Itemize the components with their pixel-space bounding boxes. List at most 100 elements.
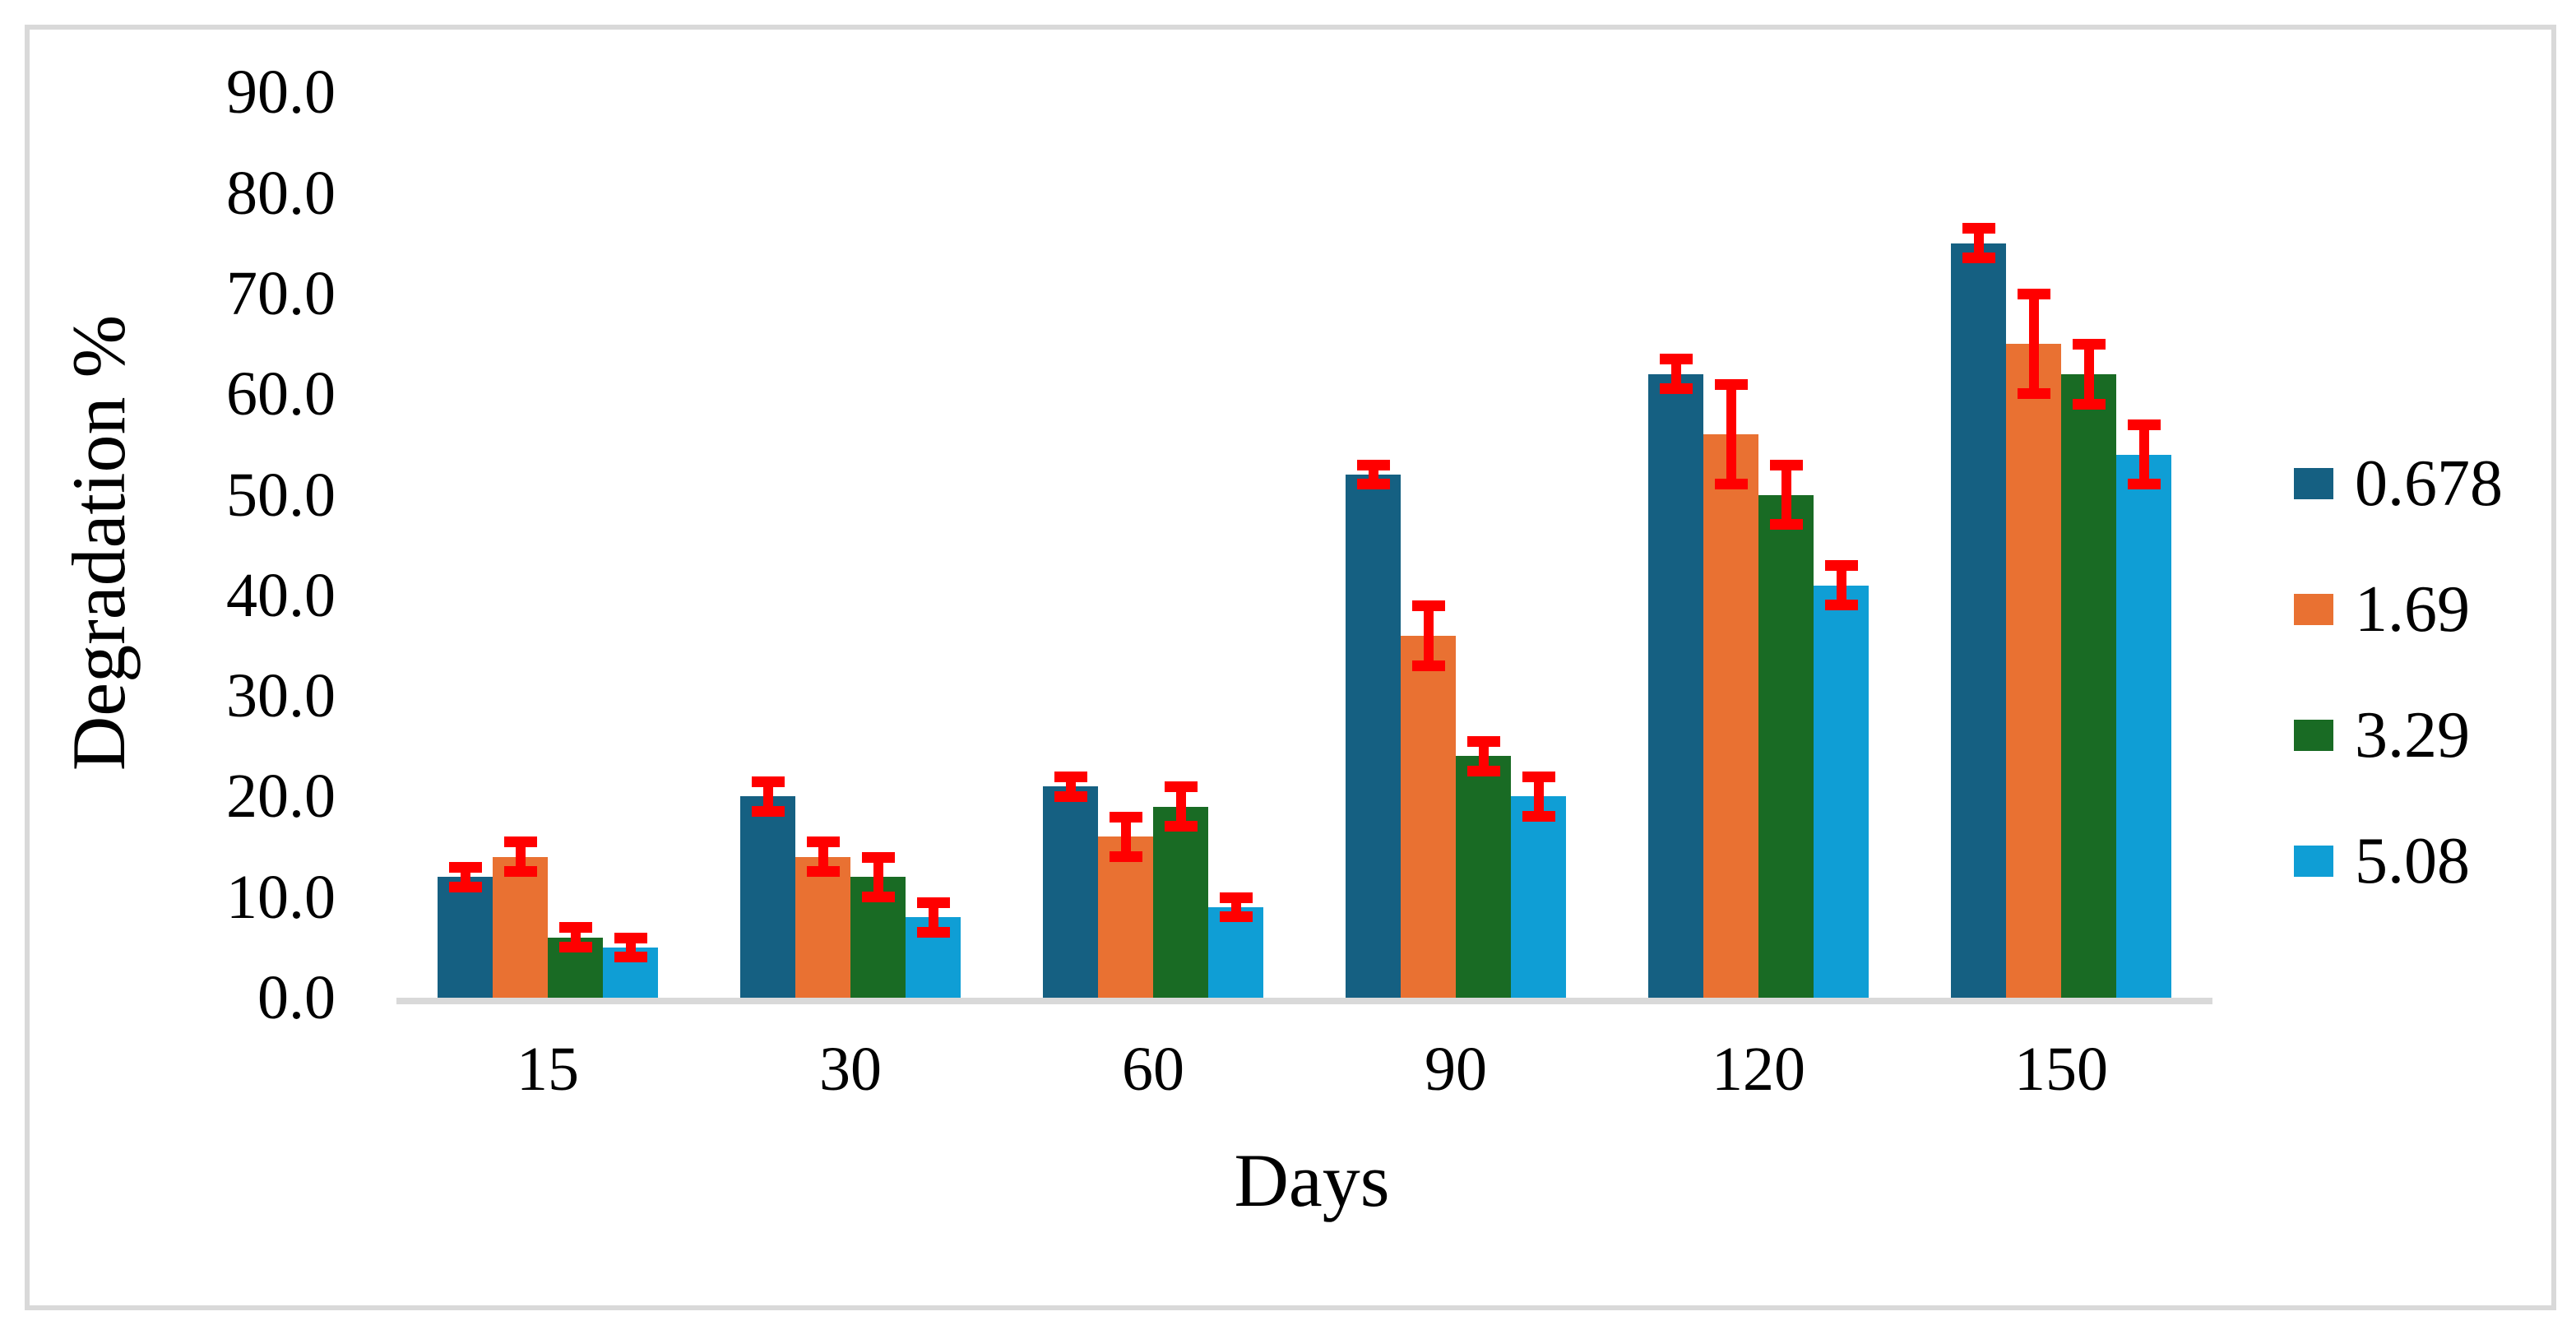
error-bar-cap-top <box>1411 600 1445 611</box>
error-bar-cap-bottom <box>916 926 950 938</box>
error-bar <box>1423 600 1434 671</box>
error-bar-cap-bottom <box>1054 790 1087 802</box>
bar-1.69-day120 <box>1703 434 1758 998</box>
error-bar-cap-top <box>861 851 895 863</box>
error-bar <box>1533 771 1544 822</box>
bar-3.29-day60 <box>1153 806 1208 998</box>
bar-0.678-day120 <box>1648 373 1703 998</box>
error-bar-cap-top <box>614 932 647 943</box>
error-bar-cap-bottom <box>2072 398 2106 410</box>
error-bar-cap-top <box>1769 459 1803 470</box>
bar-5.08-day150 <box>2116 454 2171 998</box>
error-bar-cap-bottom <box>1824 600 1858 611</box>
y-tick-label: 20.0 <box>226 762 336 832</box>
error-bar-cap-bottom <box>1769 519 1803 531</box>
error-bar-cap-bottom <box>558 941 592 952</box>
error-bar-cap-bottom <box>2127 479 2161 490</box>
error-bar-cap-top <box>1714 378 1748 390</box>
x-tick-label: 60 <box>1122 1035 1184 1104</box>
bar-0.678-day60 <box>1043 786 1098 998</box>
error-bar-cap-top <box>1466 736 1500 748</box>
bar-1.69-day15 <box>493 856 548 998</box>
bar-5.08-day120 <box>1814 585 1869 998</box>
legend-label: 1.69 <box>2355 573 2470 646</box>
x-axis-line <box>396 998 2212 1004</box>
bar-3.29-day90 <box>1456 756 1511 998</box>
bar-3.29-day150 <box>2061 373 2116 998</box>
x-tick-label: 150 <box>2014 1035 2108 1104</box>
error-bar-cap-top <box>2017 288 2050 299</box>
error-bar-cap-bottom <box>806 866 840 878</box>
error-bar-cap-bottom <box>751 805 785 817</box>
bar-5.08-day60 <box>1208 906 1263 998</box>
error-bar-cap-top <box>558 922 592 934</box>
x-tick-label: 90 <box>1425 1035 1487 1104</box>
error-bar-cap-bottom <box>1109 850 1142 862</box>
bar-0.678-day30 <box>740 796 795 998</box>
figure-frame <box>25 25 2556 1310</box>
error-bar-cap-bottom <box>448 881 482 892</box>
legend-swatch <box>2294 468 2333 499</box>
error-bar-cap-top <box>503 836 537 848</box>
error-bar-cap-top <box>916 897 950 908</box>
error-bar-cap-top <box>1522 771 1555 782</box>
error-bar <box>1781 459 1791 531</box>
legend-swatch <box>2294 720 2333 751</box>
legend-label: 5.08 <box>2355 825 2470 897</box>
bar-1.69-day30 <box>795 856 850 998</box>
error-bar-cap-bottom <box>1219 911 1253 923</box>
x-axis-title: Days <box>1234 1138 1390 1222</box>
y-tick-label: 10.0 <box>226 862 336 932</box>
error-bar-cap-bottom <box>1522 810 1555 822</box>
bar-1.69-day90 <box>1401 635 1456 998</box>
bar-5.08-day90 <box>1511 796 1566 998</box>
error-bar-cap-top <box>1962 223 1995 234</box>
bar-3.29-day120 <box>1758 494 1814 998</box>
error-bar <box>873 851 883 902</box>
y-tick-label: 90.0 <box>226 58 336 127</box>
error-bar <box>2138 419 2149 490</box>
bar-0.678-day90 <box>1346 475 1401 998</box>
bar-1.69-day150 <box>2006 344 2061 998</box>
error-bar-cap-bottom <box>1466 765 1500 776</box>
error-bar-cap-bottom <box>1714 479 1748 490</box>
x-tick-label: 30 <box>819 1035 882 1104</box>
y-tick-label: 70.0 <box>226 258 336 328</box>
error-bar <box>1726 378 1736 490</box>
error-bar-cap-bottom <box>861 891 895 902</box>
bar-0.678-day150 <box>1951 243 2006 998</box>
bar-1.69-day60 <box>1098 836 1153 998</box>
legend-label: 3.29 <box>2355 699 2470 772</box>
y-tick-label: 30.0 <box>226 661 336 731</box>
error-bar-cap-bottom <box>1962 253 1995 264</box>
error-bar <box>1836 559 1846 611</box>
legend-swatch <box>2294 846 2333 877</box>
error-bar-cap-top <box>1109 811 1142 823</box>
bar-0.678-day15 <box>438 877 493 998</box>
error-bar-cap-top <box>1356 459 1390 470</box>
error-bar-cap-bottom <box>1411 660 1445 671</box>
error-bar-cap-top <box>1164 781 1198 793</box>
error-bar-cap-top <box>448 861 482 873</box>
error-bar-cap-top <box>1824 559 1858 571</box>
error-bar <box>1120 811 1131 862</box>
y-tick-label: 40.0 <box>226 560 336 630</box>
error-bar <box>2083 338 2094 410</box>
error-bar-cap-bottom <box>503 866 537 878</box>
x-tick-label: 120 <box>1712 1035 1805 1104</box>
y-tick-label: 0.0 <box>257 963 336 1032</box>
y-tick-label: 60.0 <box>226 359 336 429</box>
y-tick-label: 50.0 <box>226 460 336 530</box>
legend-swatch <box>2294 594 2333 625</box>
error-bar-cap-top <box>1659 354 1693 365</box>
error-bar-cap-bottom <box>614 952 647 963</box>
error-bar-cap-bottom <box>1164 821 1198 832</box>
error-bar <box>2028 288 2039 400</box>
legend-label: 0.678 <box>2355 447 2503 520</box>
error-bar-cap-top <box>2072 338 2106 350</box>
error-bar-cap-bottom <box>1356 479 1390 490</box>
y-tick-label: 80.0 <box>226 158 336 228</box>
error-bar-cap-top <box>1054 771 1087 782</box>
error-bar-cap-top <box>806 836 840 848</box>
